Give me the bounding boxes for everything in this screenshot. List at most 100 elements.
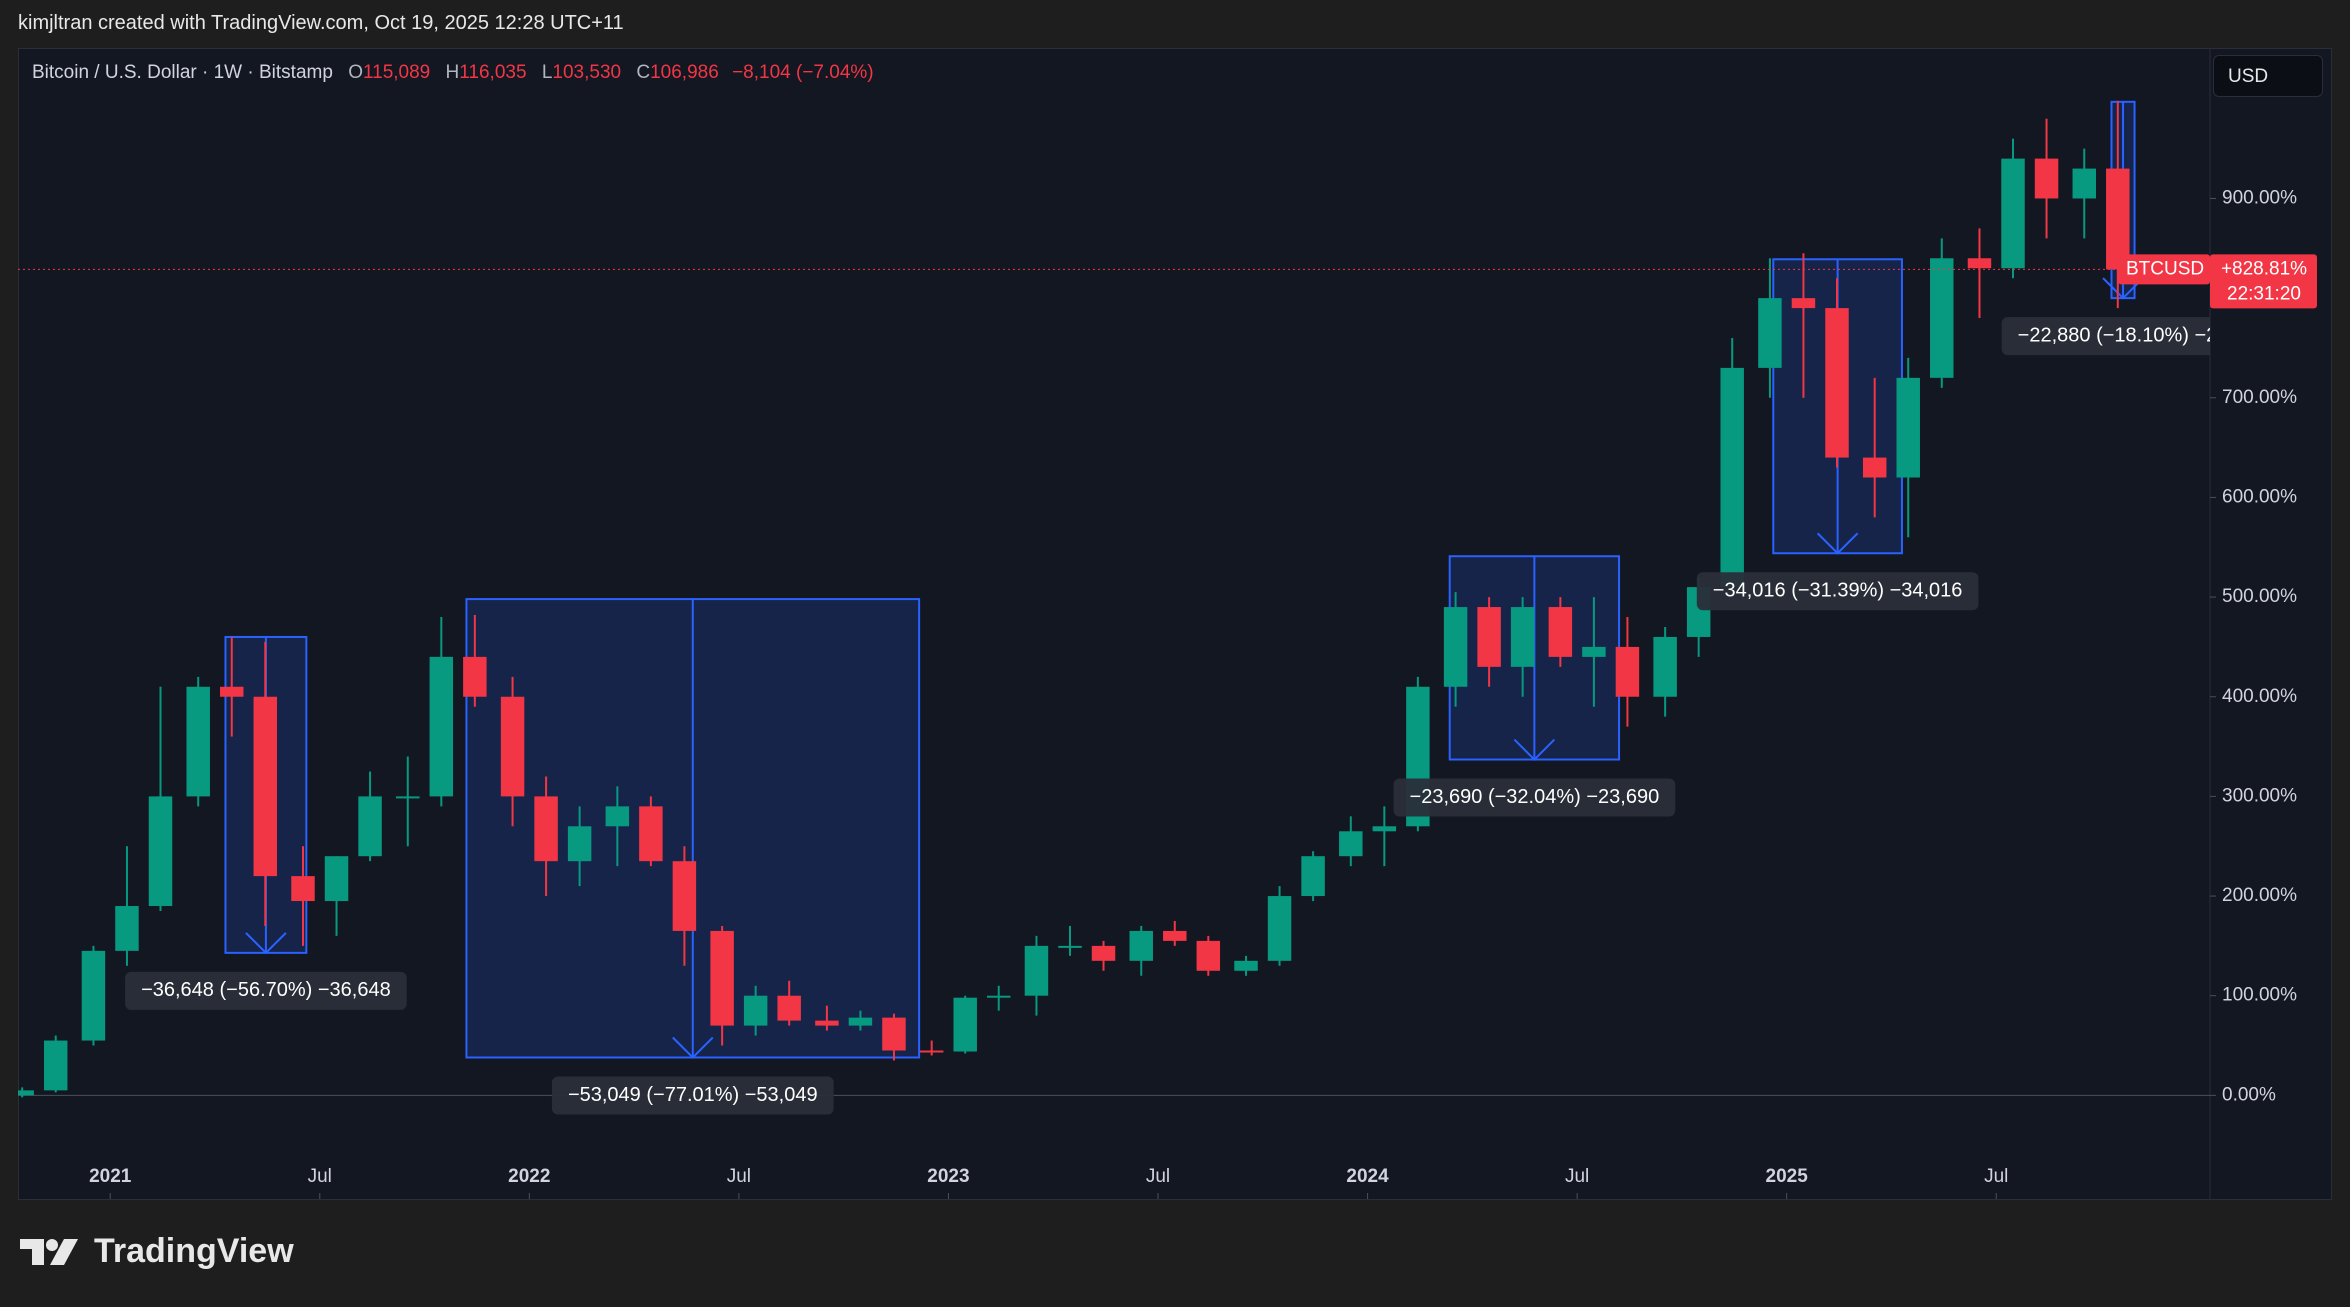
candle-body	[2072, 168, 2096, 199]
candle-body	[1091, 945, 1116, 961]
ohlc-key: L	[541, 62, 553, 83]
candle-body	[882, 1017, 906, 1051]
candle-body	[396, 796, 420, 799]
ohlc-key: C	[636, 62, 651, 83]
candle-body	[148, 796, 173, 907]
candle-body	[81, 950, 106, 1041]
candle-body	[1582, 646, 1606, 657]
measure-label-bg	[1393, 778, 1676, 817]
x-tick-label: 2024	[1346, 1166, 1389, 1187]
candle-body	[1653, 636, 1677, 697]
candle-body	[429, 656, 454, 797]
measure-label-bg	[2001, 317, 2210, 356]
x-tick-label: 2021	[89, 1166, 132, 1187]
measure-label-bg	[551, 1076, 834, 1115]
candle-body	[1510, 607, 1535, 667]
candle-body	[639, 806, 663, 862]
x-tick-label: Jul	[1146, 1166, 1170, 1187]
candle-body	[1372, 826, 1397, 832]
candle-body	[463, 656, 487, 697]
measure-arrowhead	[1816, 532, 1859, 555]
candle-body	[534, 796, 558, 862]
candle-body	[18, 1090, 34, 1096]
candle-body	[2034, 158, 2059, 199]
candle-body	[743, 995, 768, 1026]
candle-body	[1024, 945, 1049, 996]
logo: TradingView	[20, 1232, 294, 1271]
symbol-legend: Bitcoin / U.S. Dollar · 1W · Bitstamp O1…	[32, 62, 874, 84]
candle-body	[1548, 607, 1573, 657]
candle-body	[1234, 960, 1258, 971]
candle-body	[1163, 930, 1187, 941]
measure-arrowhead	[672, 1036, 714, 1059]
candle-body	[1967, 258, 1992, 269]
candle-body	[358, 796, 382, 857]
measure-label: −23,690 (−32.04%) −23,690	[1410, 786, 1660, 808]
logo-text: TradingView	[94, 1232, 294, 1270]
measure-arrowhead	[1513, 738, 1556, 761]
measure-label: −22,880 (−18.10%) −22	[2018, 324, 2229, 346]
candle-body	[324, 856, 349, 902]
credit: kimjltran created with TradingView.com, …	[18, 12, 624, 34]
candle-body	[1058, 945, 1082, 948]
symbol-tag-bg	[2118, 254, 2210, 285]
candle-body	[953, 997, 977, 1052]
measure-label: −36,648 (−56.70%) −36,648	[141, 979, 391, 1001]
candle-body	[1477, 607, 1501, 667]
candle-body	[919, 1050, 944, 1053]
x-tick-label: Jul	[1984, 1166, 2008, 1187]
ohlc-key: O	[348, 62, 363, 83]
y-tick-label: 900.00%	[2222, 187, 2297, 208]
countdown: 22:31:20	[2227, 283, 2301, 304]
candle-body	[987, 995, 1011, 998]
logo-icon	[20, 1238, 78, 1265]
candle-body	[2001, 158, 2025, 269]
candle-body	[815, 1020, 839, 1026]
ohlc-value: 103,530	[552, 62, 622, 83]
y-tick-label: 0.00%	[2222, 1084, 2276, 1105]
ohlc-value: 116,035	[459, 62, 527, 83]
measure-arrowhead	[2102, 277, 2144, 300]
candle-body	[1896, 377, 1920, 478]
candle-body	[291, 876, 315, 902]
candle-body	[253, 696, 278, 877]
price-tag-bg	[2210, 254, 2317, 309]
candle-body	[605, 806, 630, 827]
measure-label-bg	[125, 971, 407, 1010]
candle-body	[848, 1017, 873, 1026]
candle-body	[1825, 308, 1849, 458]
x-tick-label: Jul	[308, 1166, 332, 1187]
candle-body	[1758, 298, 1782, 368]
y-tick-label: 500.00%	[2222, 586, 2297, 607]
currency-button[interactable]: USD	[2213, 55, 2323, 97]
y-tick-label: 600.00%	[2222, 486, 2297, 507]
measure-label-bg	[1696, 572, 1979, 611]
candle-body	[1301, 856, 1325, 897]
candle-body	[1443, 607, 1468, 687]
ohlc-value: 106,986	[650, 62, 719, 83]
candle-body	[43, 1040, 68, 1091]
candle-body	[2106, 168, 2130, 270]
y-tick-label: 100.00%	[2222, 985, 2297, 1006]
candle-body	[500, 696, 525, 797]
candles	[18, 100, 2130, 1098]
candle-body	[1339, 831, 1363, 857]
y-tick-label: 400.00%	[2222, 686, 2297, 707]
candle-body	[710, 930, 734, 1026]
candle-body	[1791, 298, 1816, 309]
measure-label: −34,016 (−31.39%) −34,016	[1713, 580, 1963, 602]
candle-body	[1862, 457, 1887, 478]
x-tick-label: 2025	[1766, 1166, 1809, 1187]
candle-body	[1930, 258, 1954, 378]
candle-body	[1196, 940, 1221, 971]
ohlc-value: 115,089	[362, 62, 431, 83]
x-tick-label: Jul	[727, 1166, 751, 1187]
candle-body	[186, 686, 210, 797]
candle-body	[1129, 930, 1153, 961]
x-tick-label: 2022	[508, 1166, 550, 1187]
y-tick-label: 200.00%	[2222, 885, 2297, 906]
measure-arrowhead	[245, 932, 287, 955]
y-tick-label: 300.00%	[2222, 785, 2297, 806]
